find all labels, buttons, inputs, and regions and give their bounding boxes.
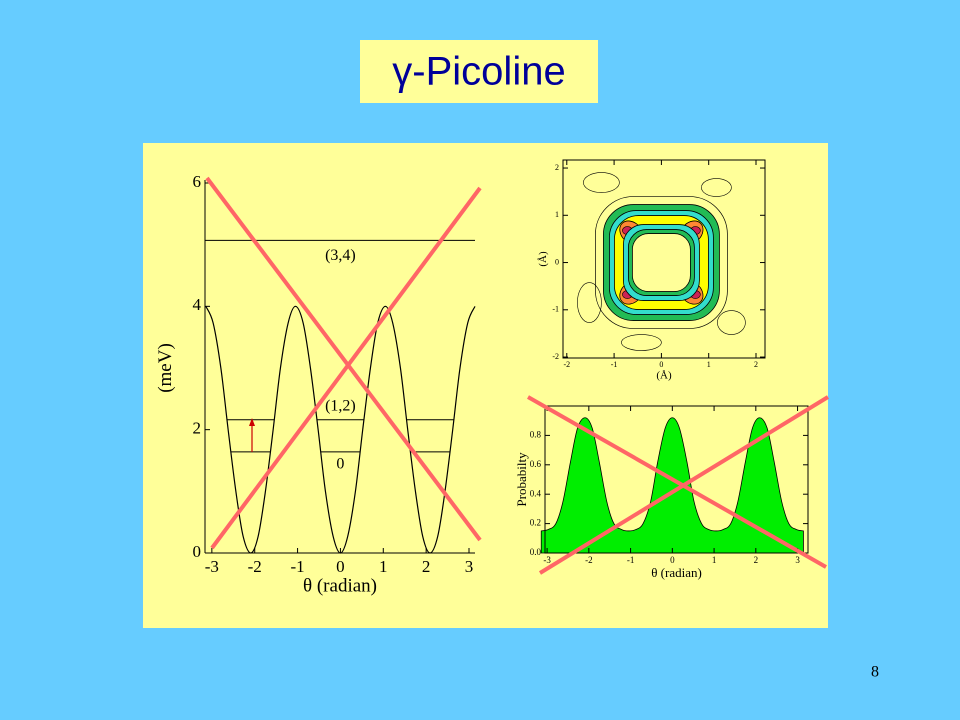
slide-title: γ-Picoline — [392, 50, 565, 94]
y-axis-label: Probabilty — [514, 452, 529, 507]
level-label: (1,2) — [325, 397, 356, 414]
x-tick-label: 0 — [336, 557, 345, 576]
x-tick-label: 2 — [422, 557, 431, 576]
y-tick-label: 0.2 — [530, 518, 541, 528]
x-tick-label: -2 — [585, 555, 593, 565]
y-tick-label: 0.8 — [530, 429, 542, 439]
title-box — [360, 40, 598, 103]
plot-frame — [562, 159, 766, 359]
x-tick-label: 0 — [670, 555, 675, 565]
y-tick-label: 0 — [193, 542, 202, 561]
contour-line — [577, 282, 602, 323]
level-label: 0 — [336, 456, 344, 473]
figure-panel — [143, 143, 828, 628]
y-axis-label: (Å) — [537, 251, 549, 267]
contour-line — [583, 172, 620, 193]
cross-line — [210, 186, 482, 550]
x-tick-label: -2 — [563, 360, 570, 369]
y-tick-label: 4 — [193, 295, 202, 314]
x-tick-label: 3 — [795, 555, 800, 565]
x-tick-label: -1 — [611, 360, 618, 369]
x-tick-label: -3 — [205, 557, 219, 576]
x-tick-label: 2 — [754, 360, 758, 369]
x-axis-label: θ (radian) — [651, 565, 702, 580]
x-axis-label: (Å) — [656, 370, 672, 382]
overlay — [205, 176, 830, 575]
y-tick-label: 0 — [555, 257, 559, 266]
x-tick-label: 1 — [379, 557, 388, 576]
x-axis-label: θ (radian) — [303, 576, 377, 597]
contour-line — [717, 310, 746, 335]
x-tick-label: 1 — [712, 555, 717, 565]
cross-line — [538, 395, 830, 575]
contour-line — [621, 334, 662, 351]
y-axis-label: (meV) — [155, 343, 176, 393]
y-tick-label: 2 — [193, 419, 202, 438]
x-tick-label: 2 — [754, 555, 759, 565]
x-tick-label: -3 — [543, 555, 551, 565]
y-tick-label: 0.6 — [530, 459, 542, 469]
x-tick-label: 3 — [465, 557, 474, 576]
x-tick-label: -1 — [290, 557, 304, 576]
y-tick-label: 0.4 — [530, 488, 542, 498]
y-tick-label: 0.0 — [530, 547, 542, 557]
y-tick-label: 2 — [555, 163, 559, 172]
level-label: (3,4) — [325, 247, 356, 264]
x-tick-label: -1 — [627, 555, 635, 565]
y-tick-label: 6 — [193, 172, 202, 191]
page-number: 8 — [871, 664, 879, 681]
probability-area — [540, 417, 804, 554]
arrow-head — [249, 418, 255, 426]
plot-frame — [544, 405, 809, 554]
y-tick-label: 1 — [555, 210, 559, 219]
contour-map — [577, 172, 746, 351]
y-tick-label: -2 — [552, 352, 559, 361]
cross-line — [205, 176, 482, 542]
contour-outline — [595, 196, 728, 329]
x-tick-label: 1 — [707, 360, 711, 369]
x-tick-label: -2 — [248, 557, 262, 576]
contour-line — [701, 178, 732, 197]
cross-line — [527, 395, 827, 569]
y-tick-label: -1 — [552, 305, 559, 314]
contour-band — [631, 233, 691, 292]
x-tick-label: 0 — [659, 360, 663, 369]
